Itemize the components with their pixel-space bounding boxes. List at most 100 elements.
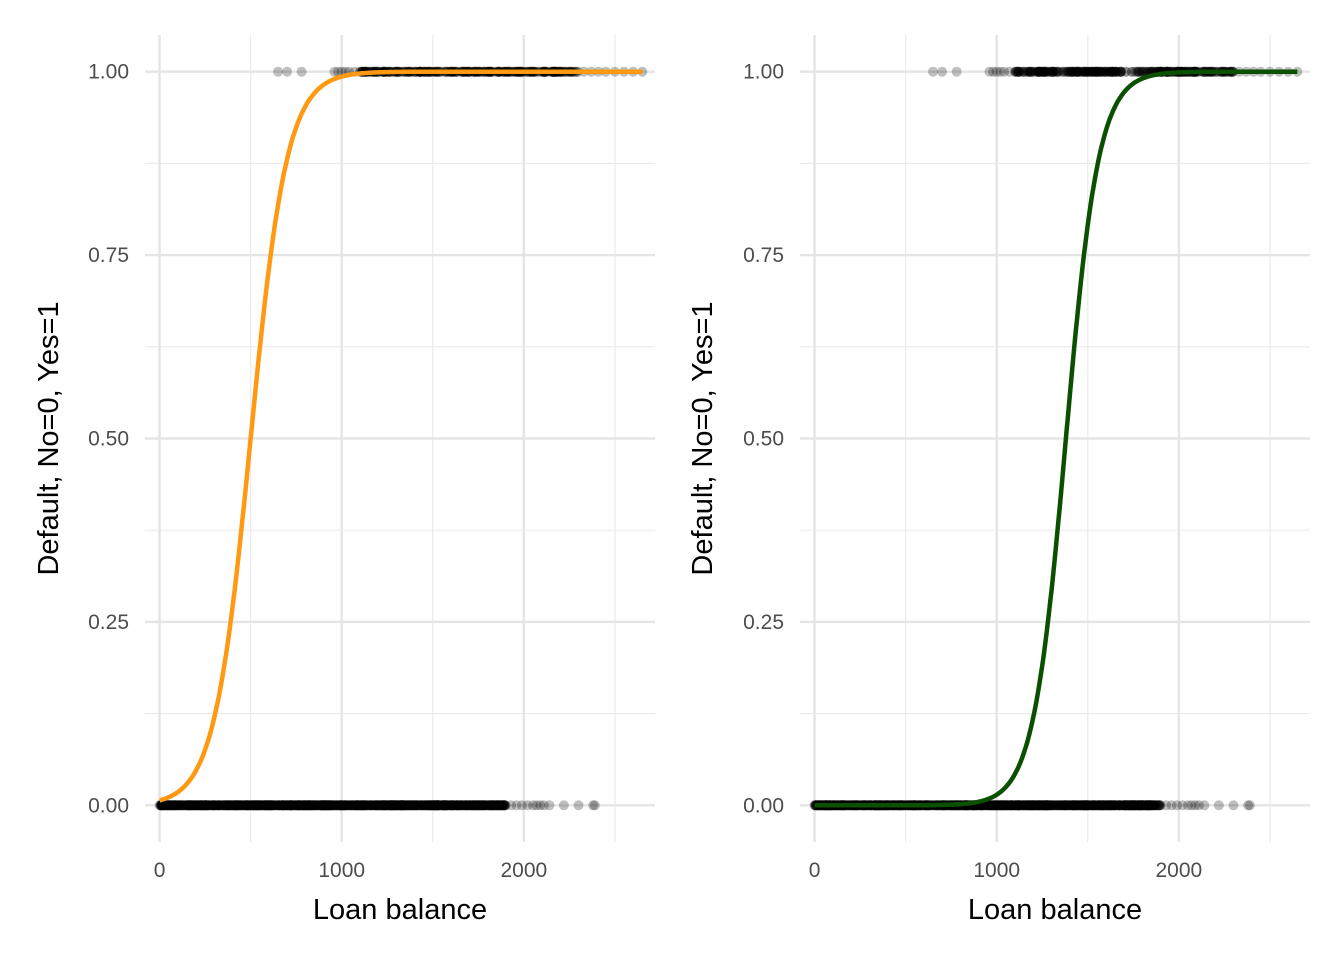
data-point xyxy=(321,800,332,811)
data-point xyxy=(427,800,438,811)
data-point xyxy=(180,800,191,811)
data-point xyxy=(242,800,253,811)
data-point xyxy=(454,800,464,811)
data-point xyxy=(290,800,301,811)
data-point xyxy=(306,800,317,811)
data-point xyxy=(435,800,446,811)
data-point xyxy=(360,800,371,811)
data-point xyxy=(420,800,431,811)
data-point xyxy=(226,800,237,811)
data-point xyxy=(210,800,221,811)
data-point xyxy=(327,800,338,811)
data-point xyxy=(358,800,369,811)
data-point xyxy=(446,800,456,811)
data-point xyxy=(243,800,254,811)
data-point xyxy=(317,800,328,811)
data-point xyxy=(357,800,368,811)
data-point xyxy=(311,800,322,811)
data-point xyxy=(488,800,499,811)
data-point xyxy=(396,800,407,811)
data-point xyxy=(157,800,168,811)
data-point xyxy=(336,800,347,811)
data-point xyxy=(498,800,509,811)
data-point xyxy=(217,800,228,811)
data-point xyxy=(352,800,363,811)
data-point xyxy=(263,800,274,811)
data-point xyxy=(214,800,225,811)
data-point xyxy=(1052,800,1062,811)
data-point xyxy=(496,800,507,811)
data-point xyxy=(281,800,291,811)
data-point xyxy=(200,800,211,811)
data-point xyxy=(296,800,307,811)
data-point xyxy=(189,800,200,811)
data-point xyxy=(380,800,391,811)
data-point xyxy=(997,800,1008,811)
data-point xyxy=(358,800,369,811)
data-point xyxy=(228,800,239,811)
data-point xyxy=(274,800,285,811)
data-point xyxy=(320,800,331,811)
data-point xyxy=(256,800,267,811)
data-point xyxy=(499,800,510,811)
data-point xyxy=(480,800,491,811)
data-point xyxy=(231,800,242,811)
data-point xyxy=(305,800,316,811)
data-point xyxy=(326,800,337,811)
data-point xyxy=(170,800,181,811)
data-point xyxy=(443,800,454,811)
data-point xyxy=(238,800,249,811)
data-point xyxy=(184,800,194,811)
data-point xyxy=(432,800,443,811)
data-point xyxy=(162,800,173,811)
data-point xyxy=(308,800,319,811)
data-point xyxy=(485,800,496,811)
data-point xyxy=(487,800,498,811)
data-point xyxy=(255,800,266,811)
data-point xyxy=(452,800,463,811)
data-point xyxy=(162,800,173,811)
data-point xyxy=(334,800,345,811)
data-point xyxy=(494,800,505,811)
data-point xyxy=(282,800,293,811)
data-point xyxy=(1244,800,1255,811)
data-point xyxy=(399,800,410,811)
data-point xyxy=(410,800,421,811)
data-point xyxy=(306,800,317,811)
data-point xyxy=(320,800,330,811)
data-point xyxy=(426,800,437,811)
data-point xyxy=(288,800,299,811)
data-point xyxy=(242,800,253,811)
data-point xyxy=(274,800,285,811)
data-point xyxy=(220,800,231,811)
data-point xyxy=(226,800,237,811)
data-point xyxy=(471,800,482,811)
data-point xyxy=(338,800,349,811)
data-point xyxy=(403,800,414,811)
data-point xyxy=(306,800,317,811)
data-point xyxy=(203,800,214,811)
data-point xyxy=(192,800,203,811)
data-point xyxy=(190,800,201,811)
data-point xyxy=(390,800,401,811)
data-point xyxy=(410,800,421,811)
data-point xyxy=(215,800,225,811)
data-point xyxy=(221,800,232,811)
data-point xyxy=(352,800,362,811)
data-point xyxy=(357,800,368,811)
data-point xyxy=(429,800,440,811)
data-point xyxy=(235,800,246,811)
data-point xyxy=(461,800,472,811)
data-point xyxy=(368,800,379,811)
data-point xyxy=(244,800,255,811)
data-point xyxy=(249,800,260,811)
data-point xyxy=(374,800,385,811)
data-point xyxy=(163,800,174,811)
data-point xyxy=(432,800,443,811)
data-point xyxy=(279,800,290,811)
data-point xyxy=(544,800,555,811)
data-point xyxy=(389,800,400,811)
data-point xyxy=(273,800,284,811)
y-tick-label: 0.00 xyxy=(743,794,784,817)
